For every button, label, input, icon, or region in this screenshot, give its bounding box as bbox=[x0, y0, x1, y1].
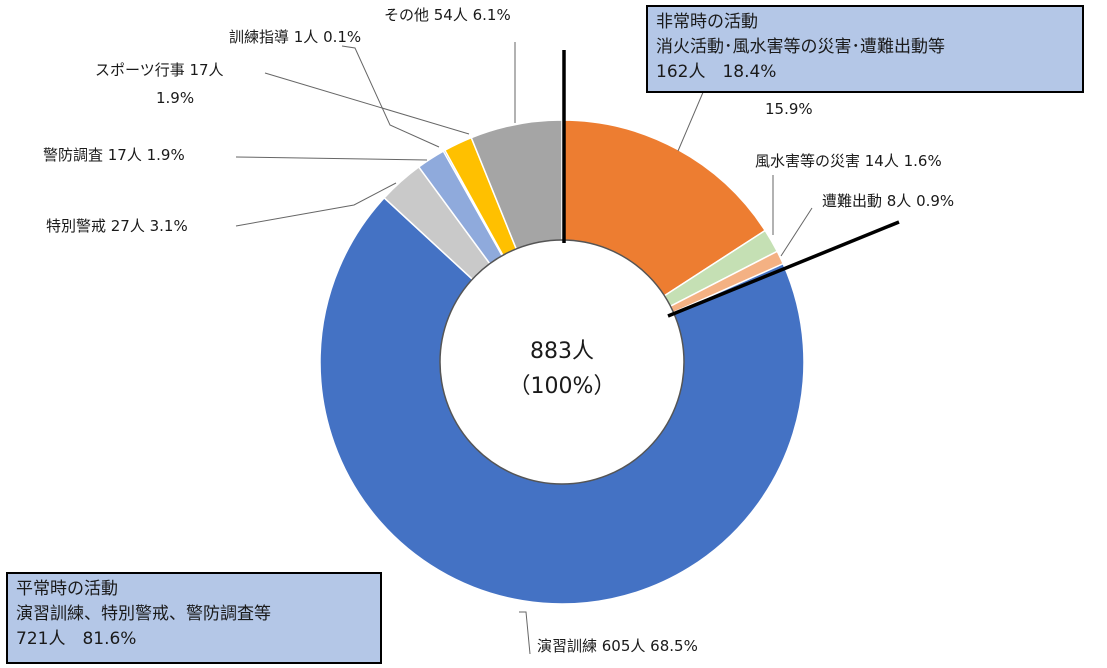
leader-patrol bbox=[235, 182, 397, 227]
leader-drill bbox=[519, 611, 531, 655]
emergency-activities-box: 非常時の活動 消火活動･風水害等の災害･遭難出動等 162人 18.4% bbox=[646, 5, 1084, 93]
normal-box-items: 演習訓練、特別警戒、警防調査等 bbox=[16, 604, 271, 624]
label-fire: 15.9% bbox=[765, 100, 813, 118]
label-other: その他 54人 6.1% bbox=[384, 6, 511, 24]
leader-survey bbox=[235, 156, 428, 161]
normal-box-title: 平常時の活動 bbox=[16, 579, 118, 599]
emergency-box-title: 非常時の活動 bbox=[656, 12, 758, 32]
center-total: 883人 bbox=[530, 339, 594, 364]
label-survey: 警防調査 17人 1.9% bbox=[43, 146, 185, 164]
center-percent: （100%） bbox=[509, 374, 616, 399]
normal-box-total: 721人 81.6% bbox=[16, 629, 137, 649]
label-rescue: 遭難出動 8人 0.9% bbox=[822, 192, 954, 210]
group-divider-right bbox=[667, 220, 900, 318]
label-sports-line1: スポーツ行事 17人 bbox=[95, 61, 224, 79]
leader-sports bbox=[264, 72, 470, 135]
label-storm: 風水害等の災害 14人 1.6% bbox=[755, 152, 942, 170]
leader-lines bbox=[235, 42, 813, 655]
emergency-box-items: 消火活動･風水害等の災害･遭難出動等 bbox=[656, 37, 945, 57]
label-sports-line2: 1.9% bbox=[156, 89, 194, 107]
leader-guidance bbox=[341, 45, 440, 148]
emergency-box-total: 162人 18.4% bbox=[656, 62, 777, 82]
leader-fire bbox=[677, 82, 708, 152]
label-guidance: 訓練指導 1人 0.1% bbox=[229, 28, 361, 46]
normal-activities-box: 平常時の活動 演習訓練、特別警戒、警防調査等 721人 81.6% bbox=[6, 572, 382, 664]
leader-rescue bbox=[780, 207, 813, 257]
donut-hole bbox=[439, 239, 685, 485]
label-patrol: 特別警戒 27人 3.1% bbox=[46, 217, 188, 235]
label-drill: 演習訓練 605人 68.5% bbox=[537, 637, 698, 655]
